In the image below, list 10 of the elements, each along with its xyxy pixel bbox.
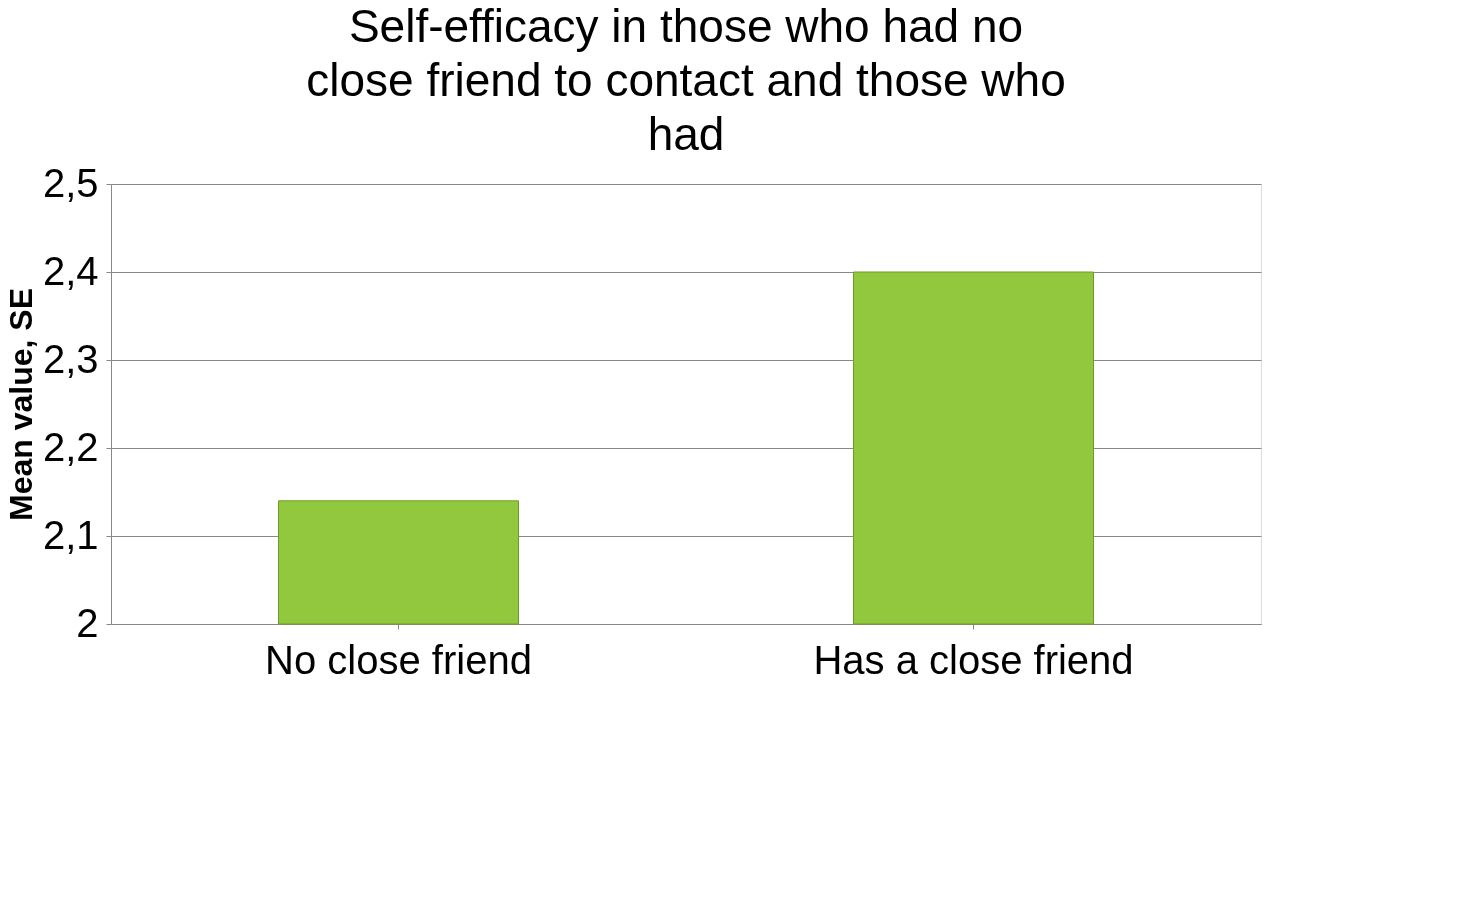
y-axis-title: Mean value, SE [2,288,39,521]
chart-title: Self-efficacy in those who had no close friend to contact and those who had [306,0,1066,160]
y-tick-label: 2,2 [42,424,99,469]
x-tick-label: Has a close friend [813,637,1134,682]
y-tick-label: 2,1 [42,512,99,557]
y-tick-label: 2,5 [42,160,99,205]
x-tick-label: No close friend [265,637,532,682]
y-tick-label: 2 [76,600,99,645]
y-tick-label: 2,3 [42,336,99,381]
y-tick-label: 2,4 [42,248,99,293]
